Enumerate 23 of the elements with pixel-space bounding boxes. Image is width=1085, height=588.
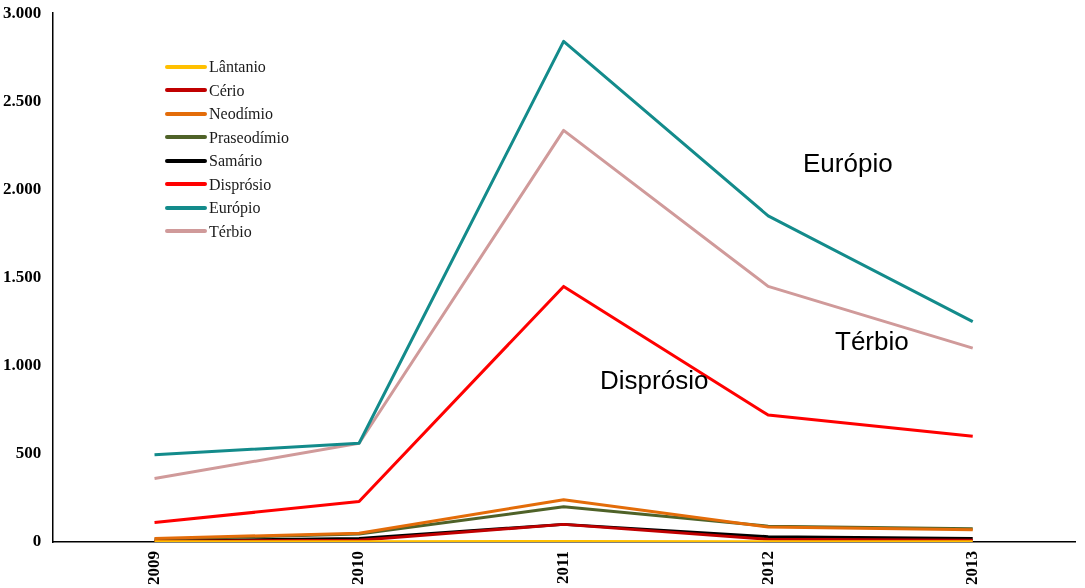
legend-label: Samário xyxy=(209,151,263,171)
annotation: Disprósio xyxy=(600,364,709,396)
legend-label: Neodímio xyxy=(209,104,273,124)
y-tick-label: 3.000 xyxy=(3,2,42,22)
legend-label: Cério xyxy=(209,80,245,101)
y-tick-label: 1.500 xyxy=(3,266,42,286)
y-tick-label: 0 xyxy=(32,531,42,551)
x-tick-label: 2012 xyxy=(757,551,777,585)
y-tick-label: 2.000 xyxy=(3,178,42,198)
annotation: Térbio xyxy=(835,325,909,357)
legend-label: Európio xyxy=(209,198,261,219)
annotation: Európio xyxy=(803,147,893,179)
x-tick-label: 2013 xyxy=(962,551,982,585)
x-tick-label: 2009 xyxy=(143,551,163,585)
x-tick-label: 2010 xyxy=(348,551,368,585)
y-tick-label: 2.500 xyxy=(3,90,42,110)
legend-label: Praseodímio xyxy=(209,127,289,148)
y-tick-label: 500 xyxy=(15,443,42,463)
legend-label: Disprósio xyxy=(209,174,272,196)
y-tick-label: 1.000 xyxy=(3,355,42,375)
legend-label: Térbio xyxy=(209,221,252,242)
legend-label: Lântanio xyxy=(209,57,266,77)
x-tick-label: 2011 xyxy=(553,551,573,585)
